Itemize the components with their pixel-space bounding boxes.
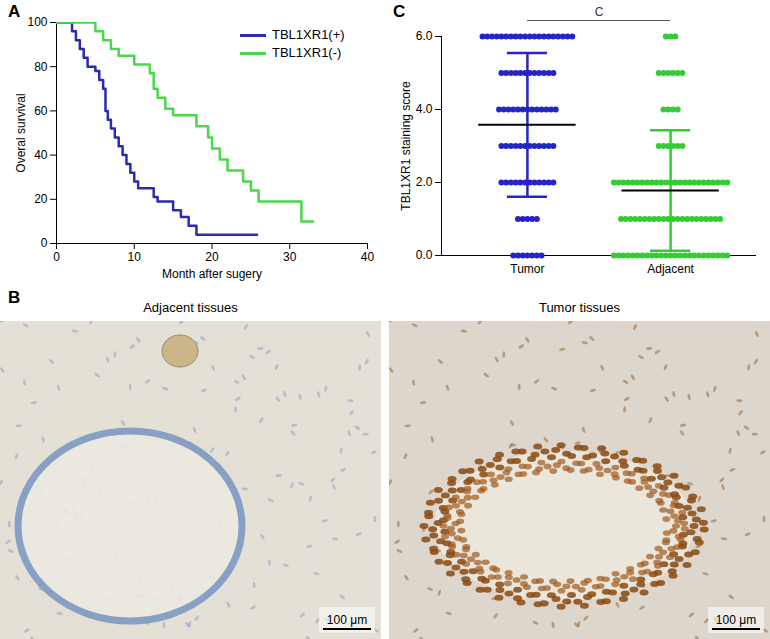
svg-text:Tumor: Tumor bbox=[510, 262, 544, 276]
html-text:Adjacent tissues: Adjacent tissues bbox=[143, 300, 238, 315]
svg-text:10: 10 bbox=[128, 250, 142, 264]
svg-text:100: 100 bbox=[27, 15, 47, 29]
svg-text:60: 60 bbox=[34, 104, 48, 118]
svg-text:40: 40 bbox=[361, 250, 375, 264]
svg-text:100 μm: 100 μm bbox=[716, 613, 756, 627]
svg-text:TBL1XR1 staining score: TBL1XR1 staining score bbox=[399, 81, 413, 211]
svg-text:0.0: 0.0 bbox=[416, 248, 433, 262]
svg-text:Adjacent: Adjacent bbox=[647, 262, 694, 276]
svg-text:80: 80 bbox=[34, 60, 48, 74]
svg-text:20: 20 bbox=[34, 192, 48, 206]
svg-text:2.0: 2.0 bbox=[416, 175, 433, 189]
svg-text:C: C bbox=[595, 5, 604, 19]
html-text:C: C bbox=[393, 2, 406, 21]
svg-text:20: 20 bbox=[205, 250, 219, 264]
html-text:A: A bbox=[8, 2, 21, 21]
html-text:TBL1XR1(+): TBL1XR1(+) bbox=[272, 27, 345, 42]
svg-text:30: 30 bbox=[283, 250, 297, 264]
svg-text:0: 0 bbox=[53, 250, 60, 264]
svg-text:40: 40 bbox=[34, 148, 48, 162]
svg-text:Month after sugery: Month after sugery bbox=[162, 267, 262, 281]
svg-text:4.0: 4.0 bbox=[416, 102, 433, 116]
html-text:Tumor tissues: Tumor tissues bbox=[538, 300, 621, 315]
svg-text:Overal survival: Overal survival bbox=[14, 93, 28, 172]
svg-text:100 μm: 100 μm bbox=[327, 613, 367, 627]
html-text:B: B bbox=[8, 288, 21, 307]
svg-text:6.0: 6.0 bbox=[416, 29, 433, 43]
svg-text:0: 0 bbox=[41, 236, 48, 250]
html-text:TBL1XR1(-): TBL1XR1(-) bbox=[272, 45, 342, 60]
